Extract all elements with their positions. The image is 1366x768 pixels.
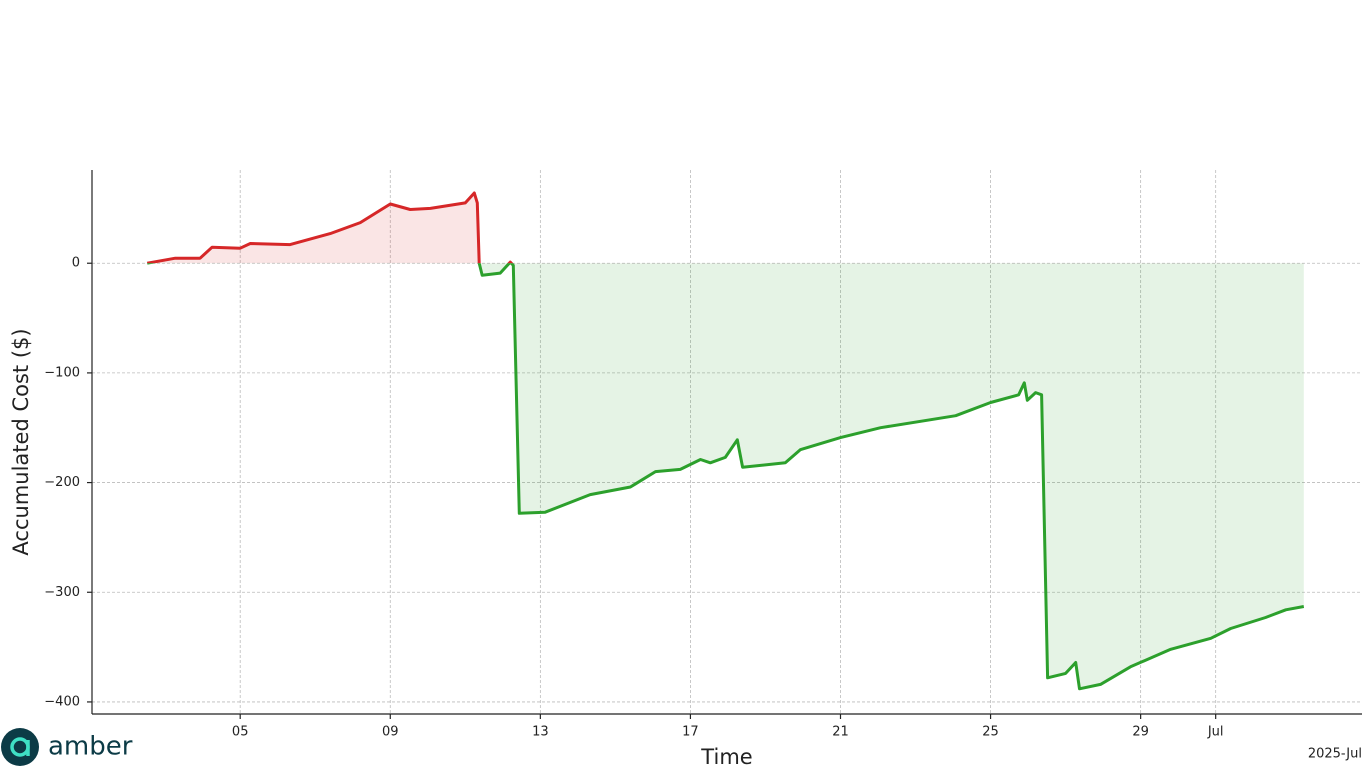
x-tick-label: 25 bbox=[982, 725, 999, 740]
logo-icon bbox=[1, 728, 39, 766]
x-tick-label: 21 bbox=[832, 725, 849, 740]
y-tick-label: −300 bbox=[44, 585, 80, 600]
logo: amber bbox=[1, 728, 133, 766]
y-tick-label: −400 bbox=[44, 694, 80, 709]
line bbox=[146, 191, 514, 264]
area bbox=[147, 263, 1304, 689]
area bbox=[147, 193, 512, 264]
x-tick-label: 05 bbox=[232, 725, 249, 740]
x-axis-label: Time bbox=[700, 745, 752, 768]
x-tick-label: 09 bbox=[382, 725, 399, 740]
x-tick-label: 17 bbox=[682, 725, 699, 740]
x-offset-label: 2025-Jul bbox=[1308, 747, 1362, 762]
x-tick-label: 29 bbox=[1132, 725, 1149, 740]
logo-text: amber bbox=[48, 732, 133, 762]
y-tick-label: −100 bbox=[44, 365, 80, 380]
y-axis-label: Accumulated Cost ($) bbox=[9, 328, 33, 555]
y-tick-label: 0 bbox=[72, 256, 80, 271]
y-tick-label: −200 bbox=[44, 475, 80, 490]
x-tick-label: 13 bbox=[532, 725, 549, 740]
line bbox=[147, 263, 1305, 691]
x-tick-label: Jul bbox=[1207, 725, 1224, 740]
